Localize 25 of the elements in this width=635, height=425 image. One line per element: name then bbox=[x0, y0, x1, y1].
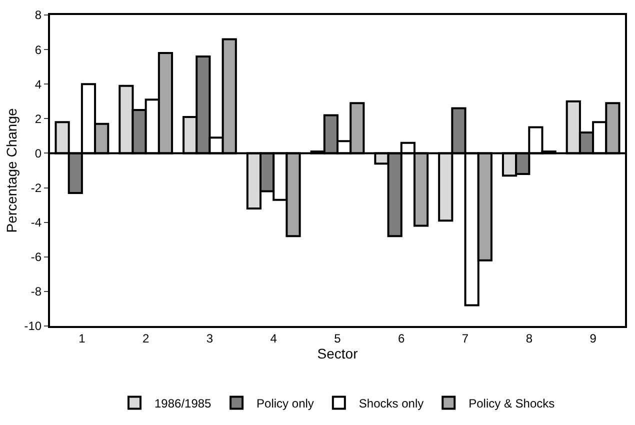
y-tick-label: -2 bbox=[30, 180, 42, 195]
y-tick-label: -6 bbox=[30, 250, 42, 264]
x-tick-label: 7 bbox=[462, 331, 469, 346]
y-tick-label: 2 bbox=[34, 112, 42, 126]
x-tick-label: 1 bbox=[78, 331, 86, 346]
x-tick-label: 4 bbox=[270, 331, 278, 346]
y-tick-label: -8 bbox=[30, 284, 42, 299]
x-tick-label: 2 bbox=[142, 331, 150, 346]
legend-label: Policy only bbox=[256, 396, 314, 410]
x-tick-label: 8 bbox=[526, 331, 533, 346]
y-tick-label: 0 bbox=[34, 146, 42, 160]
y-tick-label: 8 bbox=[34, 8, 42, 22]
legend-label: 1986/1985 bbox=[154, 396, 212, 410]
x-tick-label: 6 bbox=[398, 331, 406, 346]
y-tick-label: -4 bbox=[30, 216, 42, 230]
y-tick-label: 6 bbox=[34, 42, 42, 57]
y-axis-title: Percentage Change bbox=[3, 108, 20, 233]
legend-label: Shocks only bbox=[358, 396, 424, 410]
y-tick-label: 4 bbox=[34, 77, 42, 92]
x-tick-label: 9 bbox=[590, 331, 597, 346]
x-tick-label: 3 bbox=[206, 331, 214, 346]
legend-label: Policy & Shocks bbox=[468, 396, 555, 410]
x-tick-label: 5 bbox=[334, 331, 342, 346]
x-axis-title: Sector bbox=[317, 345, 358, 362]
y-tick-label: -10 bbox=[24, 319, 42, 334]
